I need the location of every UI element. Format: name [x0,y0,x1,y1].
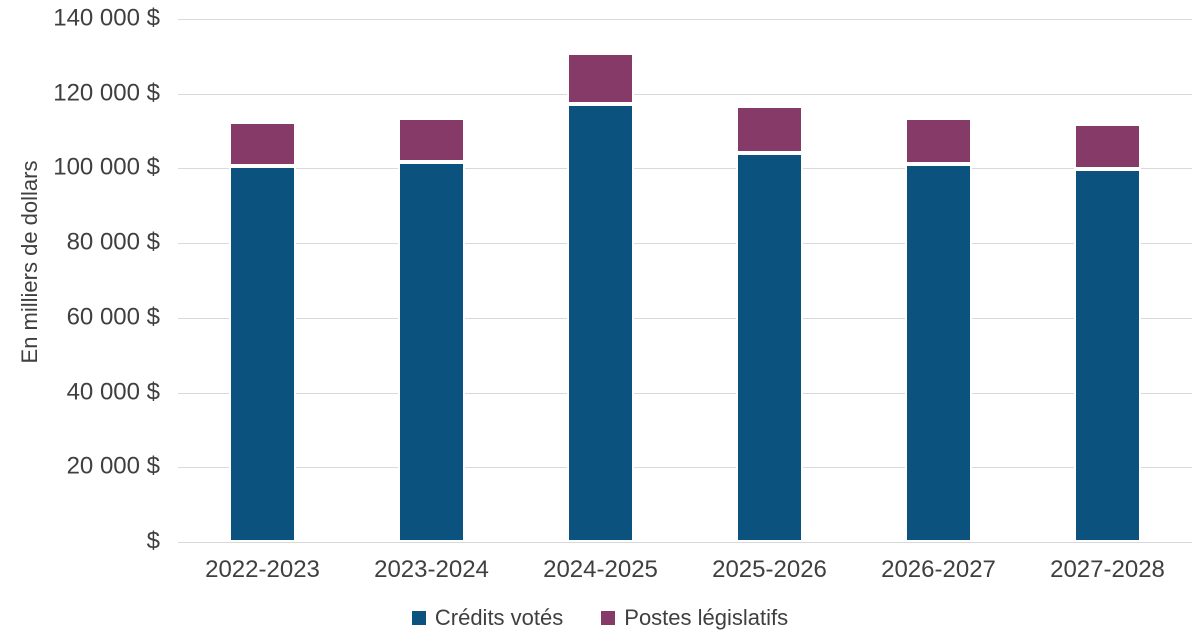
x-tick-label: 2024-2025 [543,556,658,583]
bar-2024-2025 [567,53,634,542]
bar-2027-2028 [1074,123,1141,542]
y-tick-label: 120 000 $ [53,79,160,107]
legend: Crédits votés Postes législatifs [0,605,1200,631]
y-tick-label: 80 000 $ [66,228,160,256]
bar-segment-Postes législatifs [229,122,296,167]
legend-item-Crédits votés: Crédits votés [411,605,564,631]
bar-segment-Crédits votés [905,163,972,542]
bar-segment-Postes législatifs [736,106,803,153]
x-tick-label: 2026-2027 [881,556,996,583]
y-axis-tick-labels: 140 000 $ 120 000 $ 100 000 $ 80 000 $ 60 00… [0,4,160,554]
legend-label: Postes législatifs [624,605,789,630]
legend-label: Crédits votés [434,605,564,630]
bar-segment-Postes législatifs [1074,123,1141,169]
legend-swatch-icon [601,611,616,625]
y-tick-label: 40 000 $ [66,378,160,406]
gridline [178,467,1192,469]
bar-segment-Crédits votés [567,103,634,542]
gridline [178,243,1192,245]
bar-segment-Crédits votés [398,162,465,542]
x-axis-line [178,542,1192,543]
bar-segment-Crédits votés [229,166,296,542]
gridline [178,19,1192,20]
gridline [178,93,1192,95]
gridline [178,317,1192,319]
y-tick-label: 60 000 $ [66,303,160,331]
y-tick-label: 100 000 $ [53,153,160,181]
x-tick-label: 2023-2024 [374,556,489,583]
gridline [178,168,1192,170]
bar-segment-Crédits votés [736,152,803,542]
bar-2023-2024 [398,118,465,542]
bar-2026-2027 [905,118,972,542]
y-tick-label: $ [146,527,160,555]
y-tick-label: 140 000 $ [53,4,160,32]
bar-2022-2023 [229,122,296,542]
gridline [178,392,1192,394]
legend-swatch-icon [411,611,426,625]
y-tick-label: 20 000 $ [66,452,160,480]
legend-item-Postes législatifs: Postes législatifs [601,605,788,631]
bar-segment-Postes législatifs [905,118,972,164]
x-tick-label: 2025-2026 [712,556,827,583]
plot-area [178,19,1192,543]
x-tick-label: 2027-2028 [1050,556,1165,583]
x-axis-labels: 2022-2023 2023-2024 2024-2025 2025-2026 2026… [178,556,1192,588]
bar-2025-2026 [736,106,803,542]
bar-segment-Postes législatifs [398,118,465,163]
bar-segment-Crédits votés [1074,168,1141,542]
x-tick-label: 2022-2023 [205,556,320,583]
bar-segment-Postes législatifs [567,53,634,104]
